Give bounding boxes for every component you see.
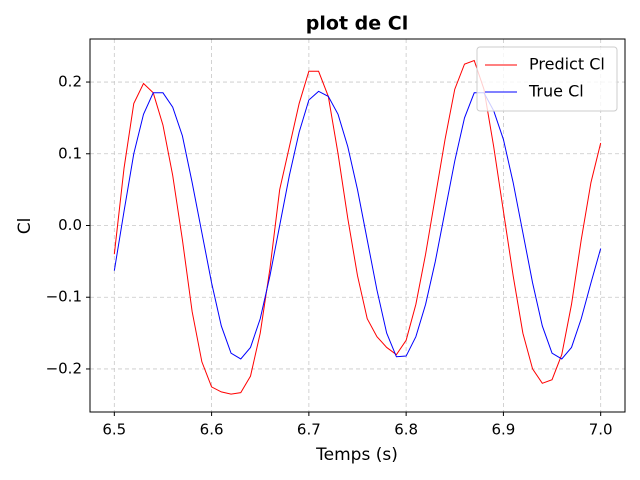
x-tick-label: 6.9 — [491, 421, 515, 439]
x-tick-label: 6.6 — [200, 421, 224, 439]
x-tick-label: 7.0 — [589, 421, 613, 439]
y-tick-label: −0.2 — [46, 359, 82, 377]
x-tick-label: 6.5 — [102, 421, 126, 439]
line-series — [113, 59, 602, 395]
y-axis-label: Cl — [15, 218, 35, 235]
y-tick-label: 0.0 — [58, 216, 82, 234]
y-tick-label: 0.2 — [58, 73, 82, 91]
plot-frame — [89, 38, 626, 413]
legend-box — [476, 46, 618, 112]
y-tick-label: −0.1 — [46, 288, 82, 306]
y-tick-label: 0.1 — [58, 144, 82, 162]
x-tick-label: 6.8 — [394, 421, 418, 439]
line-series — [113, 90, 602, 360]
x-tick-label: 6.7 — [297, 421, 321, 439]
legend-label: True Cl — [528, 82, 584, 101]
chart-title: plot de Cl — [306, 13, 408, 35]
x-axis-label: Temps (s) — [315, 445, 398, 465]
legend-label: Predict Cl — [529, 55, 605, 74]
